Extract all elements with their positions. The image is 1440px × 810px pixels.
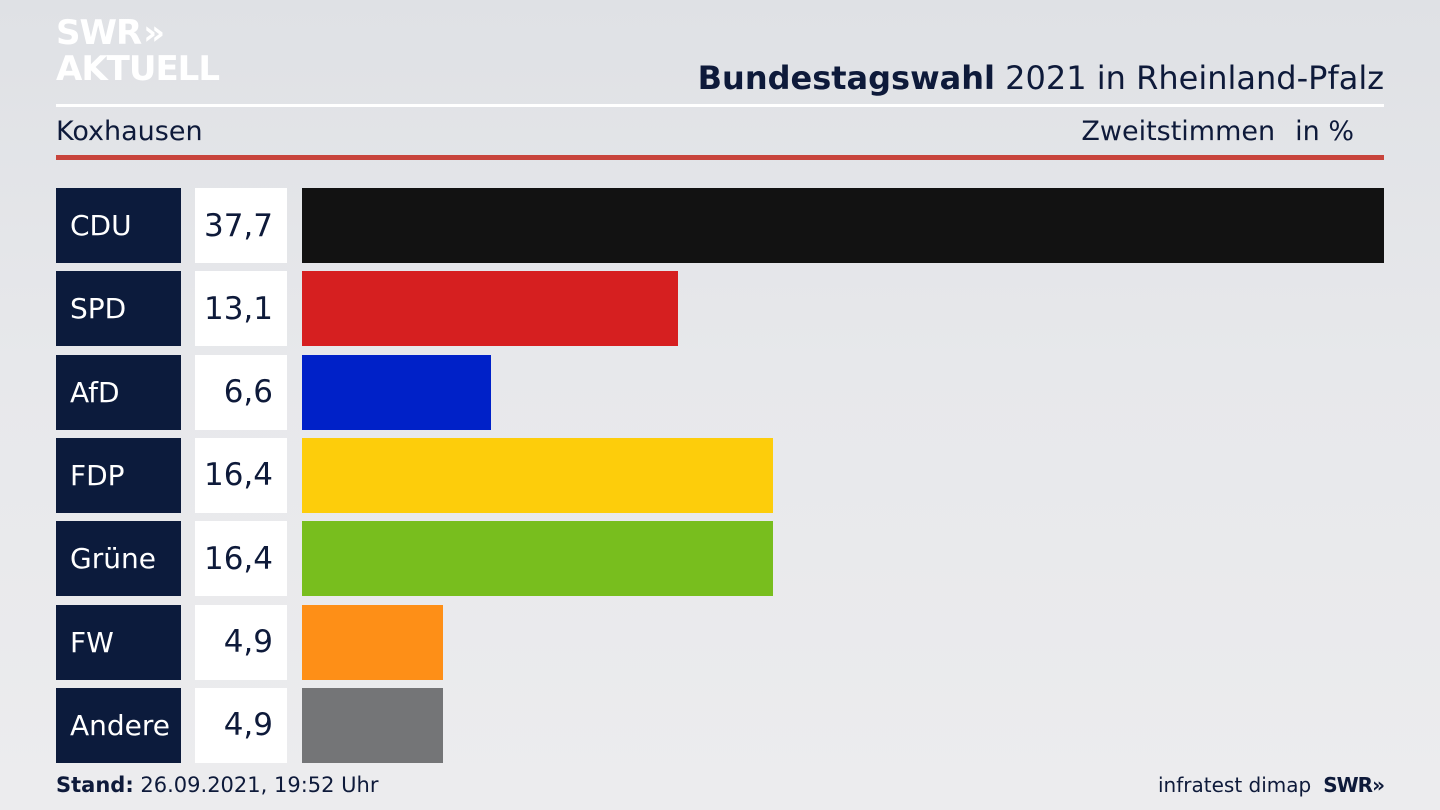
logo-aktuell-text: AKTUELL [56,49,220,89]
bar-afd [302,354,491,430]
swr-aktuell-logo: SWR » AKTUELL [56,13,220,89]
value-label-fdp: 16,4 [195,437,287,513]
value-label-afd: 6,6 [195,354,287,430]
bar-spd [302,271,678,347]
source-credit: infratest dimap SWR» [1158,771,1385,799]
title-rest: 2021 in Rheinland-Pfalz [995,59,1384,97]
bar-gr-ne [302,521,773,597]
page-title: Bundestagswahl 2021 in Rheinland-Pfalz [698,58,1384,98]
value-label-andere: 4,9 [195,687,287,763]
header-divider [56,104,1384,107]
timestamp-value: 26.09.2021, 19:52 Uhr [133,773,379,797]
accent-divider [56,155,1384,160]
value-label-fw: 4,9 [195,604,287,680]
timestamp: Stand: 26.09.2021, 19:52 Uhr [56,771,379,799]
party-label-afd: AfD [56,354,181,430]
value-label-spd: 13,1 [195,271,287,347]
logo-swr-text: SWR [56,13,142,53]
swr-brand-logo: SWR» [1323,773,1385,797]
bar-fw [302,604,443,680]
party-label-fdp: FDP [56,437,181,513]
region-name: Koxhausen [56,116,203,147]
bar-cdu [302,188,1384,263]
title-bold: Bundestagswahl [697,59,995,97]
bar-andere [302,687,443,763]
source-name: infratest dimap [1158,773,1312,797]
timestamp-label: Stand: [56,773,134,797]
value-label-cdu: 37,7 [195,188,287,263]
party-label-cdu: CDU [56,188,181,263]
measure-name: Zweitstimmen [1081,116,1276,147]
party-label-fw: FW [56,604,181,680]
party-label-andere: Andere [56,687,181,763]
party-label-gr-ne: Grüne [56,521,181,597]
measure-unit: in % [1295,116,1354,147]
value-label-gr-ne: 16,4 [195,521,287,597]
bar-fdp [302,437,773,513]
measure-label: Zweitstimmen in % [1081,114,1354,150]
party-label-spd: SPD [56,271,181,347]
